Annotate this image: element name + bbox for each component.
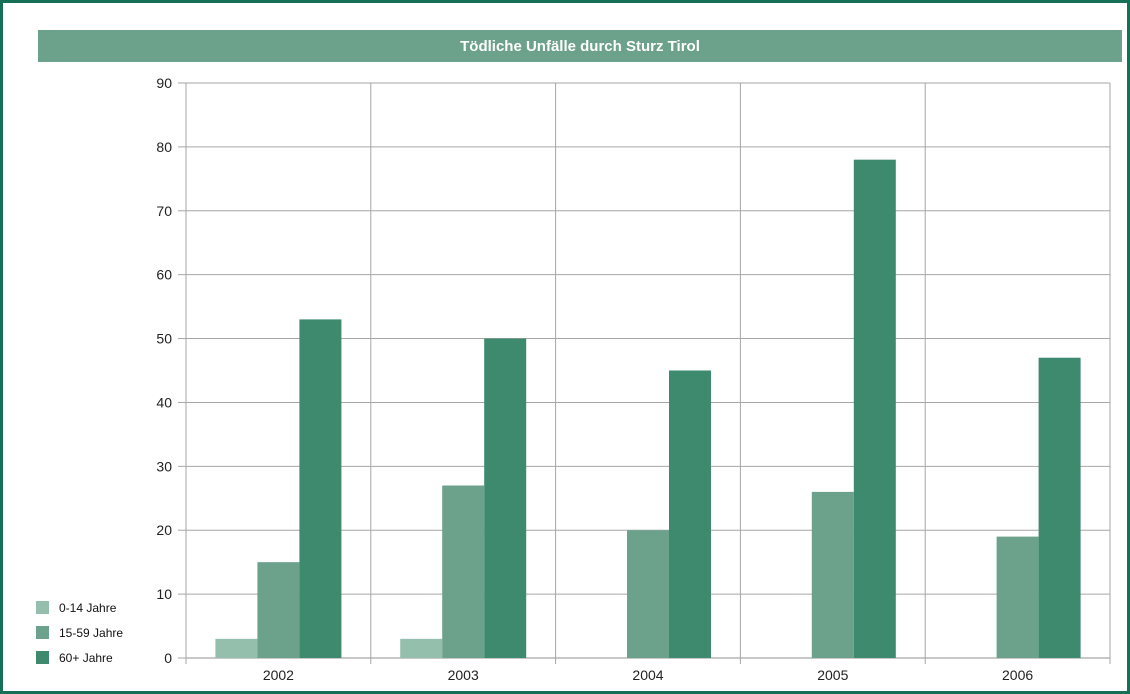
chart-legend: 0-14 Jahre 15-59 Jahre 60+ Jahre bbox=[36, 595, 123, 670]
bar-2003-1 bbox=[442, 485, 485, 658]
y-tick-label: 70 bbox=[156, 203, 172, 219]
y-tick-label: 90 bbox=[156, 75, 172, 91]
bar-2006-1 bbox=[996, 536, 1039, 658]
y-tick-label: 20 bbox=[156, 522, 172, 538]
x-tick-label: 2006 bbox=[1002, 667, 1033, 683]
y-tick-label: 80 bbox=[156, 139, 172, 155]
legend-swatch bbox=[36, 651, 49, 664]
legend-label: 60+ Jahre bbox=[59, 650, 113, 665]
bar-2002-1 bbox=[257, 562, 300, 658]
y-tick-label: 10 bbox=[156, 586, 172, 602]
legend-label: 0-14 Jahre bbox=[59, 600, 117, 615]
chart-title: Tödliche Unfälle durch Sturz Tirol bbox=[38, 30, 1122, 62]
legend-item: 0-14 Jahre bbox=[36, 595, 123, 620]
y-tick-label: 60 bbox=[156, 267, 172, 283]
bar-2002-0 bbox=[215, 638, 258, 658]
bar-2004-2 bbox=[669, 370, 711, 658]
bar-2004-1 bbox=[627, 530, 669, 658]
y-tick-label: 50 bbox=[156, 331, 172, 347]
bar-2006-2 bbox=[1038, 357, 1081, 658]
bar-2005-1 bbox=[811, 491, 854, 658]
x-tick-label: 2005 bbox=[817, 667, 848, 683]
legend-swatch bbox=[36, 626, 49, 639]
x-tick-label: 2002 bbox=[263, 667, 294, 683]
legend-label: 15-59 Jahre bbox=[59, 625, 124, 640]
bar-2002-2 bbox=[299, 319, 342, 658]
bar-2003-2 bbox=[484, 338, 527, 658]
legend-item: 15-59 Jahre bbox=[36, 620, 123, 645]
x-tick-label: 2004 bbox=[632, 667, 663, 683]
bar-2003-0 bbox=[400, 638, 443, 658]
bar-2005-2 bbox=[853, 159, 896, 658]
legend-item: 60+ Jahre bbox=[36, 645, 123, 670]
y-tick-label: 40 bbox=[156, 394, 172, 410]
x-tick-label: 2003 bbox=[448, 667, 479, 683]
y-tick-label: 0 bbox=[164, 650, 172, 666]
legend-swatch bbox=[36, 601, 49, 614]
y-tick-label: 30 bbox=[156, 458, 172, 474]
